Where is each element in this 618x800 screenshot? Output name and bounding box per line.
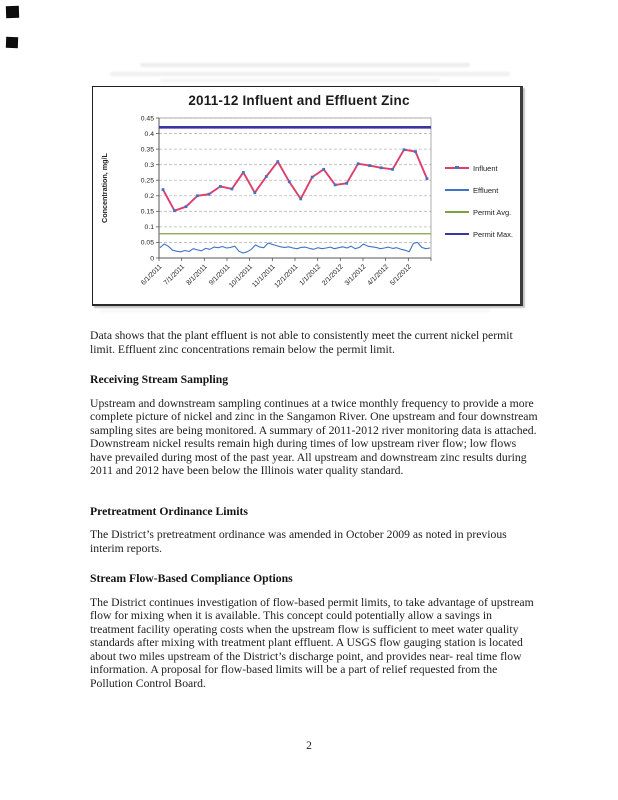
svg-text:8/1/2011: 8/1/2011 — [185, 263, 208, 286]
legend-label: Permit Avg. — [473, 207, 512, 217]
legend-item: Permit Max. — [445, 223, 517, 245]
chart-legend: Influent Effluent Permit Avg. Permit Max. — [445, 157, 517, 245]
legend-line-sample — [445, 165, 469, 170]
scan-smudge — [110, 72, 510, 76]
document-body: Data shows that the plant effluent is no… — [90, 329, 538, 707]
legend-line-sample — [445, 189, 469, 191]
svg-text:0.15: 0.15 — [141, 209, 154, 216]
legend-item: Effluent — [445, 179, 517, 201]
heading-stream-flow-based-compliance: Stream Flow-Based Compliance Options — [90, 572, 293, 585]
scan-smudge — [140, 63, 470, 67]
legend-label: Influent — [473, 163, 498, 173]
scan-artifact-mark — [5, 5, 20, 19]
chart-title: 2011-12 Influent and Effluent Zinc — [188, 93, 410, 108]
heading-receiving-stream-sampling: Receiving Stream Sampling — [90, 373, 229, 386]
intro-paragraph: Data shows that the plant effluent is no… — [90, 329, 513, 356]
svg-text:5/1/2012: 5/1/2012 — [389, 263, 413, 287]
stream-flow-paragraph: The District continues investigation of … — [90, 595, 534, 690]
svg-text:0.05: 0.05 — [141, 240, 154, 247]
svg-text:0.45: 0.45 — [141, 115, 154, 122]
svg-text:6/1/2011: 6/1/2011 — [140, 263, 163, 286]
svg-text:2/1/2012: 2/1/2012 — [321, 263, 345, 287]
svg-text:0.4: 0.4 — [145, 131, 155, 138]
svg-text:7/1/2011: 7/1/2011 — [163, 263, 186, 286]
svg-text:Concentration, mg/L: Concentration, mg/L — [100, 152, 109, 222]
scan-smudge — [100, 309, 490, 312]
legend-line-sample — [445, 232, 469, 236]
legend-marker-icon — [455, 165, 459, 170]
receiving-stream-paragraph: Upstream and downstream sampling continu… — [90, 396, 538, 478]
svg-text:4/1/2012: 4/1/2012 — [366, 263, 390, 287]
pretreatment-paragraph: The District’s pretreatment ordinance wa… — [90, 528, 507, 555]
svg-text:0.25: 0.25 — [141, 178, 154, 185]
chart-plot-area: 0 0.05 0.1 0.15 0.2 0.25 0.3 0.35 0.4 0.45 6/1/201… — [100, 115, 432, 289]
scan-artifact-mark — [5, 36, 19, 49]
heading-pretreatment-ordinance-limits: Pretreatment Ordinance Limits — [90, 504, 248, 518]
svg-text:3/1/2012: 3/1/2012 — [344, 263, 368, 287]
svg-text:10/1/2011: 10/1/2011 — [228, 263, 254, 289]
svg-text:0.3: 0.3 — [145, 162, 155, 169]
scan-smudge — [160, 79, 440, 82]
zinc-line-chart: 2011-12 Influent and Effluent Zinc 0 0.05… — [92, 86, 523, 306]
svg-text:0.2: 0.2 — [145, 193, 155, 200]
svg-text:0.1: 0.1 — [145, 224, 155, 231]
svg-text:1/1/2012: 1/1/2012 — [298, 263, 322, 287]
page-number: 2 — [306, 740, 312, 752]
legend-item: Permit Avg. — [445, 201, 517, 223]
svg-text:12/1/2011: 12/1/2011 — [273, 263, 299, 289]
legend-label: Permit Max. — [473, 229, 514, 239]
legend-label: Effluent — [473, 185, 499, 195]
legend-item: Influent — [445, 157, 517, 179]
svg-text:0.35: 0.35 — [141, 146, 154, 153]
svg-text:0: 0 — [150, 255, 154, 262]
legend-line-sample — [445, 211, 469, 213]
